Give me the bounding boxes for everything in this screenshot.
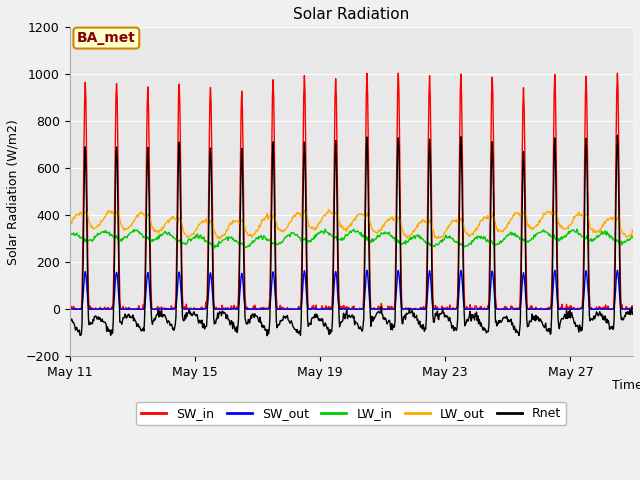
Y-axis label: Solar Radiation (W/m2): Solar Radiation (W/m2)	[7, 119, 20, 264]
SW_out	[628, 306, 636, 312]
Rnet	[263, 333, 271, 338]
SW_in	[628, 303, 636, 309]
Rnet	[628, 312, 636, 317]
SW_in	[67, 306, 74, 312]
LW_out	[86, 221, 93, 227]
LW_out	[522, 214, 529, 219]
LW_out	[66, 222, 74, 228]
Line: SW_out: SW_out	[70, 270, 632, 309]
LW_in	[86, 237, 93, 243]
SW_out	[66, 306, 74, 312]
Rnet	[301, 153, 309, 159]
LW_in	[66, 232, 74, 238]
LW_in	[301, 236, 309, 241]
SW_in	[86, 306, 94, 312]
LW_in	[573, 226, 581, 232]
SW_out	[86, 306, 94, 312]
SW_out	[199, 306, 207, 312]
SW_in	[66, 305, 74, 311]
LW_out	[271, 216, 279, 221]
SW_out	[385, 306, 393, 312]
Line: LW_in: LW_in	[70, 229, 632, 248]
Legend: SW_in, SW_out, LW_in, LW_out, Rnet: SW_in, SW_out, LW_in, LW_out, Rnet	[136, 402, 566, 425]
SW_out	[521, 281, 529, 287]
LW_in	[198, 234, 206, 240]
Line: LW_out: LW_out	[70, 210, 632, 239]
SW_out	[301, 271, 309, 276]
LW_in	[628, 234, 636, 240]
SW_in	[271, 204, 279, 210]
Line: SW_in: SW_in	[70, 73, 632, 309]
LW_out	[628, 227, 636, 233]
Rnet	[66, 314, 74, 320]
Rnet	[198, 317, 206, 323]
SW_in	[522, 208, 529, 214]
Line: Rnet: Rnet	[70, 135, 632, 336]
LW_in	[271, 241, 279, 247]
Text: BA_met: BA_met	[77, 31, 136, 45]
LW_out	[301, 207, 309, 213]
LW_in	[385, 229, 393, 235]
SW_in	[301, 89, 309, 95]
Rnet	[271, 247, 279, 253]
LW_out	[198, 219, 206, 225]
SW_in	[385, 306, 393, 312]
LW_out	[324, 207, 332, 213]
Title: Solar Radiation: Solar Radiation	[293, 7, 410, 22]
SW_in	[199, 306, 207, 312]
LW_in	[211, 245, 218, 251]
SW_out	[271, 290, 279, 296]
Rnet	[521, 201, 529, 207]
LW_out	[216, 236, 224, 242]
SW_out	[614, 267, 621, 273]
LW_out	[386, 216, 394, 222]
LW_in	[521, 237, 529, 243]
X-axis label: Time: Time	[612, 379, 640, 392]
SW_in	[394, 70, 402, 76]
Rnet	[86, 319, 93, 325]
SW_out	[67, 306, 74, 312]
Rnet	[385, 317, 393, 323]
Rnet	[614, 132, 621, 138]
